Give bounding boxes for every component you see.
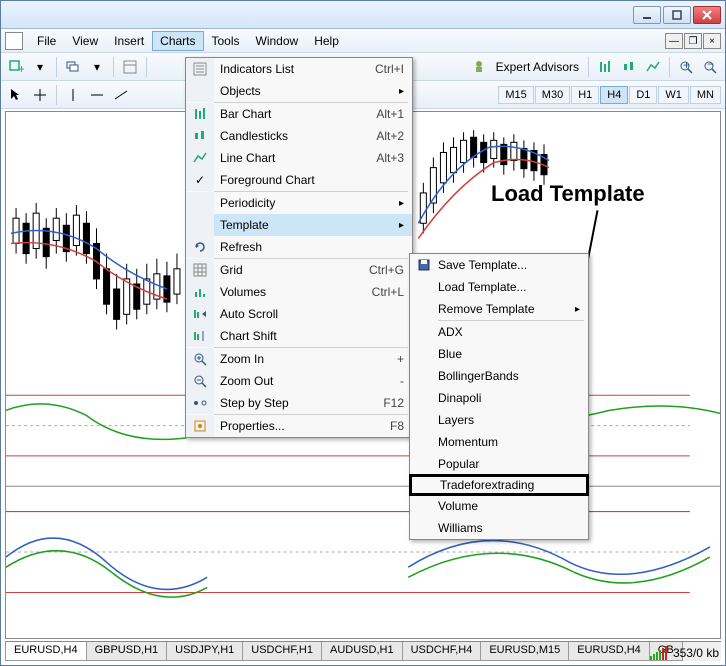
mdi-child-controls: — ❐ × bbox=[665, 33, 721, 49]
app-window: — ❐ × File View Insert Charts Tools Wind… bbox=[0, 0, 726, 666]
menu-view[interactable]: View bbox=[64, 31, 106, 51]
horizontal-line-icon[interactable] bbox=[86, 84, 108, 106]
tf-d1[interactable]: D1 bbox=[629, 86, 657, 104]
dropdown-icon[interactable]: ▾ bbox=[86, 56, 108, 78]
menu-zoom-in[interactable]: Zoom In + bbox=[186, 348, 412, 370]
cursor-icon[interactable] bbox=[5, 84, 27, 106]
vertical-line-icon[interactable] bbox=[62, 84, 84, 106]
tab-usdchf-h1[interactable]: USDCHF,H1 bbox=[242, 642, 322, 661]
tf-m15[interactable]: M15 bbox=[498, 86, 533, 104]
tf-w1[interactable]: W1 bbox=[658, 86, 689, 104]
window-minimize-button[interactable] bbox=[633, 6, 661, 24]
menu-charts[interactable]: Charts bbox=[152, 31, 203, 51]
menu-properties[interactable]: Properties... F8 bbox=[186, 415, 412, 437]
submenu-adx[interactable]: ADX bbox=[410, 321, 588, 343]
submenu-blue[interactable]: Blue bbox=[410, 343, 588, 365]
submenu-popular[interactable]: Popular bbox=[410, 453, 588, 475]
expert-advisors-icon[interactable] bbox=[468, 56, 490, 78]
menu-window[interactable]: Window bbox=[248, 31, 307, 51]
menu-chart-shift[interactable]: Chart Shift bbox=[186, 325, 412, 347]
menu-zoom-out[interactable]: Zoom Out - bbox=[186, 370, 412, 392]
indicator-bars-icon[interactable] bbox=[594, 56, 616, 78]
window-maximize-button[interactable] bbox=[663, 6, 691, 24]
child-close-button[interactable]: × bbox=[703, 33, 721, 49]
child-minimize-button[interactable]: — bbox=[665, 33, 683, 49]
tab-eurusd-h4[interactable]: EURUSD,H4 bbox=[5, 642, 87, 661]
menu-indicators-list[interactable]: Indicators List Ctrl+I bbox=[186, 58, 412, 80]
profiles-button[interactable] bbox=[62, 56, 84, 78]
crosshair-icon[interactable] bbox=[29, 84, 51, 106]
connection-signal-icon bbox=[650, 646, 667, 660]
menu-line-chart[interactable]: Line Chart Alt+3 bbox=[186, 147, 412, 169]
submenu-remove-template[interactable]: Remove Template▸ bbox=[410, 298, 588, 320]
tf-m30[interactable]: M30 bbox=[535, 86, 570, 104]
expert-advisors-button[interactable]: Expert Advisors bbox=[492, 60, 583, 74]
tf-mn[interactable]: MN bbox=[690, 86, 721, 104]
menu-step-by-step[interactable]: Step by Step F12 bbox=[186, 392, 412, 414]
template-submenu: Save Template... Load Template... Remove… bbox=[409, 253, 589, 540]
annotation-label: Load Template bbox=[491, 181, 645, 207]
zoom-in-icon[interactable]: + bbox=[675, 56, 697, 78]
submenu-volume[interactable]: Volume bbox=[410, 495, 588, 517]
submenu-dinapoli[interactable]: Dinapoli bbox=[410, 387, 588, 409]
status-kb: 353/0 kb bbox=[673, 646, 719, 660]
window-close-button[interactable] bbox=[693, 6, 721, 24]
timeframe-buttons: M15 M30 H1 H4 D1 W1 MN bbox=[498, 86, 721, 104]
market-watch-button[interactable] bbox=[119, 56, 141, 78]
menu-auto-scroll[interactable]: Auto Scroll bbox=[186, 303, 412, 325]
chart-tabs: EURUSD,H4 GBPUSD,H1 USDJPY,H1 USDCHF,H1 … bbox=[5, 641, 721, 661]
menu-insert[interactable]: Insert bbox=[106, 31, 152, 51]
menu-file[interactable]: File bbox=[29, 31, 64, 51]
menu-refresh[interactable]: Refresh bbox=[186, 236, 412, 258]
submenu-load-template[interactable]: Load Template... bbox=[410, 276, 588, 298]
tab-eurusd-h4-2[interactable]: EURUSD,H4 bbox=[568, 642, 650, 661]
new-chart-button[interactable]: + bbox=[5, 56, 27, 78]
tf-h4[interactable]: H4 bbox=[600, 86, 628, 104]
indicator-line-icon[interactable] bbox=[642, 56, 664, 78]
submenu-williams[interactable]: Williams bbox=[410, 517, 588, 539]
submenu-save-template[interactable]: Save Template... bbox=[410, 254, 588, 276]
menu-tools[interactable]: Tools bbox=[204, 31, 248, 51]
tab-eurusd-m15[interactable]: EURUSD,M15 bbox=[480, 642, 569, 661]
child-restore-button[interactable]: ❐ bbox=[684, 33, 702, 49]
dropdown-icon[interactable]: ▾ bbox=[29, 56, 51, 78]
svg-text:+: + bbox=[18, 62, 24, 75]
submenu-tradeforextrading[interactable]: Tradeforextrading bbox=[409, 474, 589, 496]
submenu-momentum[interactable]: Momentum bbox=[410, 431, 588, 453]
submenu-bollinger[interactable]: BollingerBands bbox=[410, 365, 588, 387]
tab-audusd-h1[interactable]: AUDUSD,H1 bbox=[321, 642, 403, 661]
zoom-out-icon[interactable]: − bbox=[699, 56, 721, 78]
status-bar: 353/0 kb bbox=[650, 646, 719, 660]
charts-dropdown-menu: Indicators List Ctrl+I Objects ▸ Bar Cha… bbox=[185, 57, 413, 438]
svg-text:+: + bbox=[683, 59, 690, 72]
menu-grid[interactable]: Grid Ctrl+G bbox=[186, 259, 412, 281]
menu-periodicity[interactable]: Periodicity ▸ bbox=[186, 192, 412, 214]
titlebar bbox=[1, 1, 725, 29]
menu-bar-chart[interactable]: Bar Chart Alt+1 bbox=[186, 103, 412, 125]
tab-usdchf-h4[interactable]: USDCHF,H4 bbox=[402, 642, 482, 661]
tab-usdjpy-h1[interactable]: USDJPY,H1 bbox=[166, 642, 243, 661]
menu-objects[interactable]: Objects ▸ bbox=[186, 80, 412, 102]
menubar: File View Insert Charts Tools Window Hel… bbox=[1, 29, 725, 53]
svg-text:−: − bbox=[707, 59, 714, 71]
tab-gbpusd-h1[interactable]: GBPUSD,H1 bbox=[86, 642, 168, 661]
document-icon bbox=[5, 32, 23, 50]
menu-foreground-chart[interactable]: ✓ Foreground Chart bbox=[186, 169, 412, 191]
trendline-icon[interactable] bbox=[110, 84, 132, 106]
submenu-layers[interactable]: Layers bbox=[410, 409, 588, 431]
menu-volumes[interactable]: Volumes Ctrl+L bbox=[186, 281, 412, 303]
tf-h1[interactable]: H1 bbox=[571, 86, 599, 104]
menu-template[interactable]: Template ▸ bbox=[186, 214, 412, 236]
menu-candlesticks[interactable]: Candlesticks Alt+2 bbox=[186, 125, 412, 147]
indicator-candles-icon[interactable] bbox=[618, 56, 640, 78]
menu-help[interactable]: Help bbox=[306, 31, 347, 51]
